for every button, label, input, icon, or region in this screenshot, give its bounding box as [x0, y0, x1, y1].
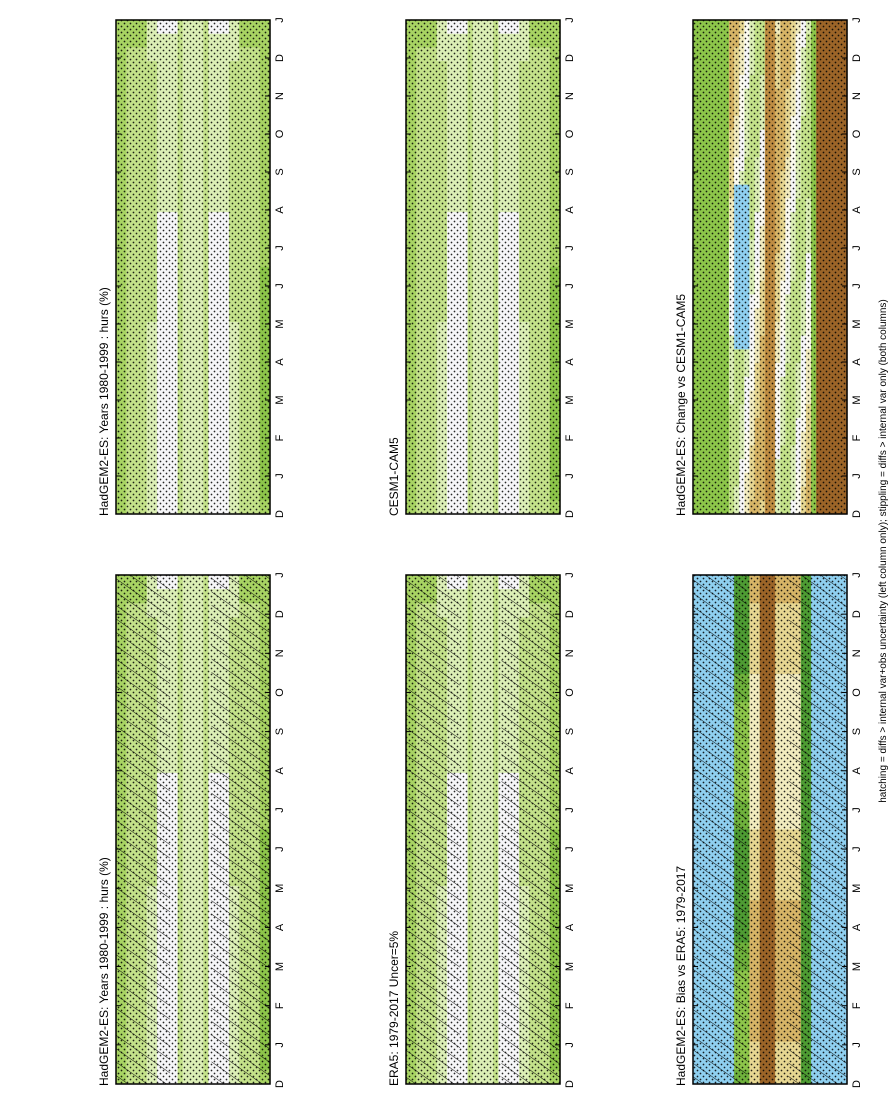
- x-tick-label: J: [564, 572, 576, 578]
- x-tick-label: A: [274, 766, 286, 774]
- x-tick-label: J: [564, 473, 576, 479]
- x-tick-label: J: [564, 846, 576, 852]
- x-tick-label: J: [564, 283, 576, 289]
- x-tick-label: A: [564, 206, 576, 214]
- plot-frame: [405, 574, 561, 1085]
- x-tick-label: O: [564, 129, 576, 138]
- hatching-overlay: [116, 575, 170, 1084]
- x-tick-label: J: [274, 283, 286, 289]
- x-tick-label: N: [274, 649, 286, 657]
- x-tick-label: N: [564, 92, 576, 100]
- x-tick-label: M: [274, 319, 286, 328]
- x-tick-label: M: [564, 395, 576, 404]
- x-tick-label: D: [274, 510, 286, 518]
- stippling-overlay: [406, 20, 560, 514]
- x-tick-label: D: [564, 54, 576, 62]
- panel-title: HadGEM2-ES: Years 1980-1999 : hurs (%): [97, 287, 111, 516]
- x-tick-label: S: [564, 168, 576, 175]
- x-tick-label: D: [564, 510, 576, 518]
- x-tick-label: D: [274, 1080, 286, 1088]
- plot-frame: [115, 574, 271, 1085]
- hatching-overlay: [501, 575, 561, 1084]
- x-tick-label: M: [274, 395, 286, 404]
- x-tick-label: O: [274, 129, 286, 138]
- x-tick-label: S: [274, 168, 286, 175]
- x-tick-label: A: [274, 206, 286, 214]
- x-tick-label: M: [564, 884, 576, 893]
- x-tick-label: M: [274, 884, 286, 893]
- x-tick-label: J: [274, 245, 286, 251]
- panel-2: HadGEM2-ES: Years 1980-1999 : hurs (%) D J…: [97, 17, 286, 518]
- x-tick-label: J: [564, 807, 576, 813]
- x-tick-label: M: [274, 962, 286, 971]
- x-tick-label: F: [274, 434, 286, 441]
- panel-1: HadGEM2-ES: Years 1980-1999 : hurs (%) D J…: [97, 572, 286, 1088]
- stippling-overlay: [116, 20, 270, 514]
- x-tick-label: M: [564, 962, 576, 971]
- x-tick-label: O: [564, 688, 576, 697]
- hatching-overlay: [406, 575, 460, 1084]
- x-tick-label: F: [274, 1002, 286, 1009]
- x-tick-label: J: [274, 846, 286, 852]
- x-tick-label: N: [274, 92, 286, 100]
- panel-5: HadGEM2-ES: Bias vs ERA5: 1979-2017 DJFMA…: [674, 572, 863, 1088]
- panel-title: HadGEM2-ES: Years 1980-1999 : hurs (%): [97, 857, 111, 1086]
- panel-3: ERA5: 1979-2017 Uncer=5% D J F M A M J J A S O N D J: [387, 572, 576, 1088]
- x-tick-label: J: [564, 17, 576, 23]
- x-tick-label: J: [274, 1042, 286, 1048]
- plot-frame: [115, 19, 271, 515]
- x-tick-label: D: [274, 610, 286, 618]
- x-tick-label: J: [274, 572, 286, 578]
- x-tick-label: A: [564, 766, 576, 774]
- x-tick-label: J: [274, 17, 286, 23]
- panel-title: CESM1-CAM5: [387, 437, 401, 516]
- x-tick-label: D: [274, 54, 286, 62]
- x-tick-label: J: [564, 1042, 576, 1048]
- x-tick-label: S: [274, 728, 286, 735]
- x-tick-label: A: [564, 923, 576, 931]
- x-tick-label: A: [274, 923, 286, 931]
- x-tick-label: F: [564, 1002, 576, 1009]
- x-tick-label: J: [274, 807, 286, 813]
- x-tick-label: F: [564, 434, 576, 441]
- x-tick-label: S: [564, 728, 576, 735]
- panels-layer: HadGEM2-ES: Years 1980-1999 : hurs (%) D J…: [97, 17, 863, 1088]
- panel-title: ERA5: 1979-2017 Uncer=5%: [387, 931, 401, 1086]
- x-tick-label: J: [564, 245, 576, 251]
- x-tick-label: M: [564, 319, 576, 328]
- x-tick-label: O: [274, 688, 286, 697]
- x-tick-label: D: [564, 610, 576, 618]
- panel-4: CESM1-CAM5 D J F M A M J J A S O N D J: [387, 17, 576, 518]
- hatching-overlay: [211, 575, 270, 1084]
- x-tick-label: D: [564, 1080, 576, 1088]
- x-tick-label: A: [274, 358, 286, 366]
- x-tick-label: A: [564, 358, 576, 366]
- x-tick-label: J: [274, 473, 286, 479]
- x-tick-label: N: [564, 649, 576, 657]
